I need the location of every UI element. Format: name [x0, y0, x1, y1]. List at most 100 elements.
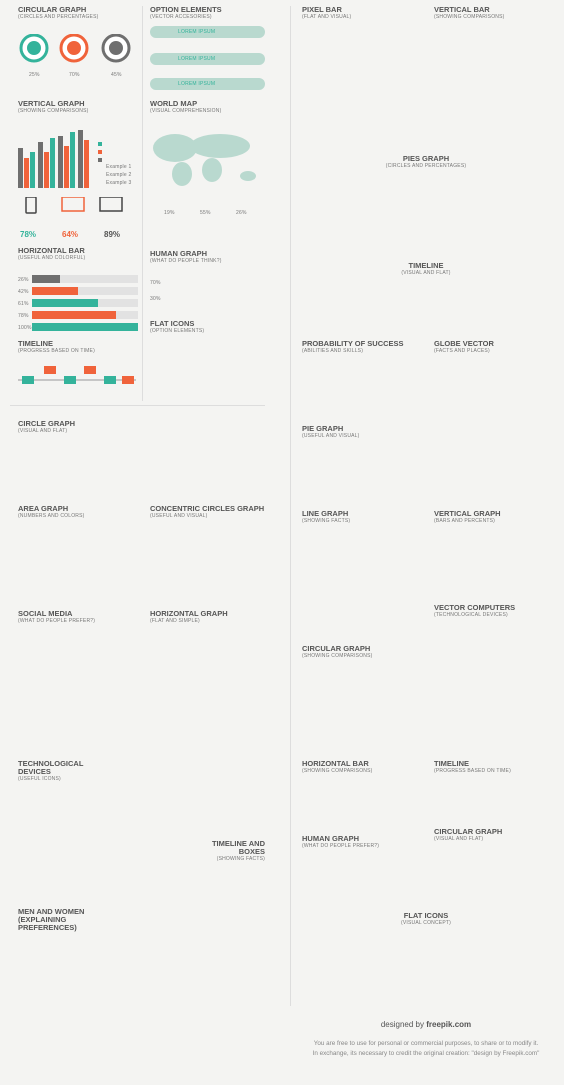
section-subtitle: (WHAT DO PEOPLE PREFER?) [302, 843, 380, 849]
section-title: VERTICAL BAR [434, 5, 490, 14]
section-title: TIMELINE AND BOXES [211, 839, 265, 856]
probability-section: PROBABILITY OF SUCCESS (ABILITIES AND SK… [302, 339, 422, 355]
world-map-section: WORLD MAP (VISUAL COMPREHENSION) 19% 55%… [150, 99, 265, 216]
laptop-icon [61, 196, 85, 212]
section-title: CONCENTRIC CIRCLES GRAPH [150, 504, 265, 513]
section-title: HUMAN GRAPH [150, 249, 208, 258]
section-title: MEN AND WOMEN (EXPLAINING [18, 907, 85, 924]
section-subtitle: (CIRCLES AND PERCENTAGES) [18, 14, 99, 20]
footer-line-1: You are free to use for personal or comm… [313, 1040, 539, 1047]
divider [142, 6, 143, 401]
section-title: PIE GRAPH [302, 424, 344, 433]
section-subtitle: (PROGRESS BASED ON TIME) [434, 768, 511, 774]
map-stat-1: 19% [164, 210, 175, 216]
option-pill-1[interactable]: LOREM IPSUM [150, 26, 265, 38]
section-subtitle: (VISUAL COMPREHENSION) [150, 108, 222, 114]
section-title: AREA GRAPH [18, 504, 69, 513]
divider [10, 405, 265, 406]
section-subtitle: (USEFUL AND COLORFUL) [18, 255, 86, 261]
section-subtitle: (BARS AND PERCENTS) [434, 518, 496, 524]
section-title: VECTOR COMPUTERS [434, 603, 516, 612]
footer-brand[interactable]: designed by freepik.com [302, 1020, 550, 1029]
option-pill-2[interactable]: LOREM IPSUM [150, 53, 265, 65]
section-subtitle: (WHAT DO PEOPLE PREFER?) [18, 618, 96, 624]
section-title: CIRCULAR GRAPH [434, 827, 503, 836]
section-subtitle: (VISUAL AND FLAT) [401, 270, 451, 276]
section-subtitle: (SHOWING COMPARISONS) [434, 14, 505, 20]
option-pill-3[interactable]: LOREM IPSUM [150, 78, 265, 90]
section-title: PROBABILITY OF SUCCESS [302, 339, 404, 348]
section-title: HORIZONTAL BAR [302, 759, 369, 768]
section-subtitle: (ABILITIES AND SKILLS) [302, 348, 364, 354]
section-title: SOCIAL MEDIA [18, 609, 73, 618]
legend-3: Example 3 [106, 180, 132, 186]
section-subtitle: (SHOWING FACTS) [302, 518, 351, 524]
section-title: TECHNOLOGICAL DEVICES [18, 759, 84, 776]
section-subtitle: (USEFUL AND VISUAL) [150, 513, 208, 519]
map-stat-2: 55% [200, 210, 211, 216]
pixel-bar-section: PIXEL BAR (FLAT AND VISUAL) [302, 5, 422, 21]
circles-row [19, 33, 131, 63]
section-subtitle: (VECTOR ACCESORIES) [150, 14, 212, 20]
hbars [32, 275, 138, 331]
section-title: FLAT ICONS [403, 911, 449, 920]
device-value-3: 89% [104, 230, 121, 239]
pie-graph-section: PIE GRAPH (USEFUL AND VISUAL) [302, 424, 422, 440]
section-title: VERTICAL GRAPH [434, 509, 501, 518]
section-title: WORLD MAP [150, 99, 198, 108]
world-map-icon [153, 134, 256, 186]
section-subtitle: (USEFUL AND VISUAL) [302, 433, 360, 439]
section-subtitle: (FLAT AND VISUAL) [302, 14, 352, 20]
line-graph-section: LINE GRAPH (SHOWING FACTS) [302, 509, 422, 525]
device-value-2: 64% [62, 230, 79, 239]
timeline-boxes-section: TIMELINE AND BOXES (SHOWING FACTS) [210, 839, 265, 863]
hbar-label-4: 78% [18, 313, 29, 319]
section-subtitle: (VISUAL CONCEPT) [401, 920, 451, 926]
section-title: FLAT ICONS [150, 319, 195, 328]
option-label: LOREM IPSUM [178, 29, 216, 35]
circular-graph-section: CIRCULAR GRAPH (CIRCLES AND PERCENTAGES)… [18, 6, 136, 79]
section-subtitle: (SHOWING COMPARISONS) [302, 768, 373, 774]
section-subtitle: (FACTS AND PLACES) [434, 348, 490, 354]
horizontal-bar-compare-section: HORIZONTAL BAR (SHOWING COMPARISONS) [302, 759, 422, 775]
section-subtitle: (WHAT DO PEOPLE THINK?) [150, 258, 222, 264]
circular-graph-flat-section: CIRCULAR GRAPH (VISUAL AND FLAT) [434, 827, 549, 843]
section-title: VERTICAL GRAPH [18, 99, 85, 108]
section-title: CIRCLE GRAPH [18, 419, 76, 428]
flat-icons-concept-section: FLAT ICONS (VISUAL CONCEPT) [302, 911, 550, 927]
section-subtitle: (SHOWING COMPARISONS) [18, 108, 89, 114]
section-subtitle: (VISUAL AND FLAT) [18, 428, 68, 434]
circular-graph-compare-section: CIRCULAR GRAPH (SHOWING COMPARISONS) [302, 645, 422, 660]
horizontal-graph-section: HORIZONTAL GRAPH (FLAT AND SIMPLE) [150, 609, 270, 625]
timeline-visual-section: TIMELINE (VISUAL AND FLAT) [302, 262, 550, 277]
option-label: LOREM IPSUM [178, 81, 216, 87]
circle-value-2: 70% [69, 72, 80, 78]
human-graph-prefer-section: HUMAN GRAPH (WHAT DO PEOPLE PREFER?) [302, 835, 422, 850]
section-title: TIMELINE [18, 339, 53, 348]
section-title: LINE GRAPH [302, 509, 349, 518]
vertical-bar-section: VERTICAL BAR (SHOWING COMPARISONS) [434, 5, 549, 21]
devices-row [25, 196, 123, 214]
human-row-1: 70% [150, 280, 161, 286]
section-subtitle: (NUMBERS AND COLORS) [18, 513, 85, 519]
section-title: HORIZONTAL GRAPH [150, 609, 228, 618]
section-subtitle: (PROGRESS BASED ON TIME) [18, 348, 95, 354]
flat-icons-section: FLAT ICONS (OPTION ELEMENTS) [150, 319, 265, 335]
vertical-graph-section: VERTICAL GRAPH (SHOWING COMPARISONS) Exa… [18, 99, 136, 239]
section-title: PIES GRAPH [402, 154, 450, 163]
circle-value-3: 45% [111, 72, 122, 78]
section-title: TIMELINE [434, 759, 469, 768]
pies-graph-section: PIES GRAPH (CIRCLES AND PERCENTAGES) [302, 154, 550, 170]
legend-2: Example 2 [106, 172, 132, 178]
vector-computers-section: VECTOR COMPUTERS (TECHNOLOGICAL DEVICES) [434, 603, 549, 619]
section-title: CIRCULAR GRAPH [18, 5, 87, 14]
horizontal-bar-section: HORIZONTAL BAR (USEFUL AND COLORFUL) 26%… [18, 247, 138, 331]
timeline-section: TIMELINE (PROGRESS BASED ON TIME) [18, 340, 136, 397]
section-title: PIXEL BAR [302, 5, 342, 14]
phone-icon [25, 196, 37, 214]
hbar-label-2: 42% [18, 289, 29, 295]
section-subtitle: (SHOWING COMPARISONS) [302, 653, 373, 659]
section-subtitle: (SHOWING FACTS) [216, 856, 265, 862]
brand-label: designed by [380, 1020, 424, 1029]
vertical-bars [18, 130, 102, 188]
